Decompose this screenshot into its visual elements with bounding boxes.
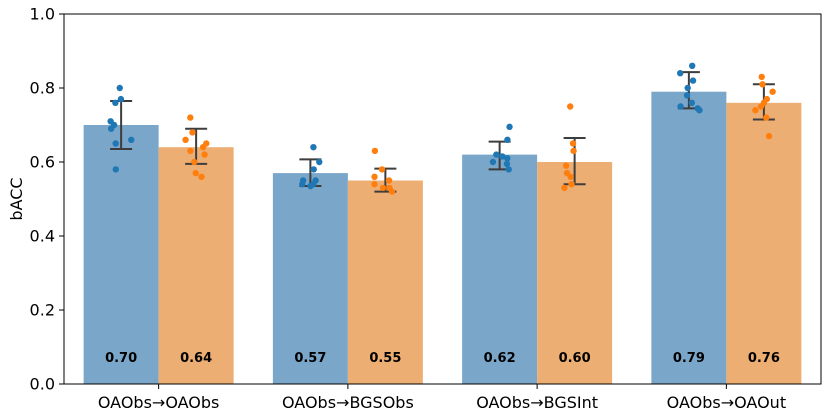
y-tick-label: 0.0 — [30, 375, 55, 394]
y-tick-label: 0.6 — [30, 153, 55, 172]
data-point — [189, 129, 196, 136]
bar-blue-0 — [83, 125, 159, 384]
data-point — [504, 136, 511, 143]
data-point — [567, 173, 574, 180]
data-point — [182, 136, 189, 143]
data-point — [505, 166, 512, 173]
data-point — [388, 188, 396, 195]
data-point — [689, 77, 697, 84]
x-tick-label: OAObs→BGSInt — [476, 393, 598, 412]
data-point — [187, 114, 194, 121]
bar-value-label: 0.79 — [673, 351, 705, 366]
data-point — [378, 166, 386, 173]
data-point — [758, 73, 765, 81]
data-point — [570, 147, 577, 155]
bar-value-label: 0.62 — [484, 351, 516, 366]
x-tick-label: OAObs→OAOut — [667, 393, 786, 412]
data-point — [112, 166, 120, 173]
data-point — [493, 151, 500, 158]
data-point — [307, 182, 314, 190]
bar-orange-0 — [158, 147, 234, 384]
x-tick-label: OAObs→BGSObs — [282, 393, 414, 412]
bar-orange-1 — [347, 180, 423, 384]
data-point — [759, 81, 766, 88]
y-tick-label: 0.8 — [30, 79, 55, 98]
plot-area: 0.70 0.64 OAObs→OAObs 0.57 0.55 OAObs→BGSObs 0… — [30, 5, 822, 412]
data-point — [379, 184, 387, 192]
data-point — [112, 140, 119, 147]
data-point — [191, 158, 198, 166]
y-tick-label: 0.4 — [30, 227, 55, 246]
bar-value-label: 0.64 — [180, 351, 212, 366]
data-point — [677, 70, 684, 77]
data-point — [371, 147, 379, 155]
y-tick-label: 0.2 — [30, 301, 55, 320]
data-point — [752, 107, 759, 114]
data-point — [198, 173, 205, 180]
data-point — [763, 114, 770, 121]
data-point — [116, 84, 123, 92]
data-point — [503, 160, 511, 168]
y-tick-label: 1.0 — [30, 5, 55, 24]
data-point — [299, 181, 306, 188]
data-point — [187, 147, 194, 155]
bar-value-label: 0.76 — [748, 351, 780, 366]
data-point — [117, 95, 125, 103]
data-point — [316, 158, 323, 166]
data-point — [371, 181, 378, 188]
data-point — [310, 166, 317, 173]
data-point — [562, 162, 570, 169]
data-point — [112, 99, 119, 107]
data-point — [677, 103, 684, 110]
data-point — [689, 62, 696, 69]
data-point — [569, 140, 577, 147]
data-point — [688, 99, 696, 107]
data-point — [765, 132, 773, 140]
bar-value-label: 0.57 — [294, 351, 326, 366]
data-point — [504, 155, 511, 162]
data-point — [684, 84, 691, 92]
data-point — [567, 103, 574, 110]
bar-value-label: 0.55 — [369, 351, 401, 366]
data-point — [683, 92, 691, 99]
data-point — [568, 181, 575, 188]
data-point — [310, 144, 317, 151]
data-point — [128, 136, 135, 143]
y-axis-title: bACC — [7, 177, 26, 220]
data-point — [385, 177, 393, 184]
data-point — [561, 184, 568, 192]
bar-blue-1 — [272, 173, 348, 384]
data-point — [499, 153, 506, 160]
data-point — [489, 158, 497, 166]
data-point — [371, 173, 378, 180]
bar-blue-3 — [651, 91, 727, 384]
bar-value-label: 0.60 — [559, 351, 591, 366]
bar-blue-2 — [462, 154, 538, 384]
bar-value-label: 0.70 — [105, 351, 137, 366]
data-point — [696, 107, 703, 114]
data-point — [201, 151, 208, 158]
data-point — [192, 169, 199, 177]
bar-orange-2 — [537, 162, 613, 384]
data-point — [107, 125, 115, 132]
plot-frame — [63, 13, 822, 385]
data-point — [769, 88, 776, 95]
data-point — [757, 103, 765, 110]
bar-orange-3 — [726, 102, 802, 385]
x-tick-label: OAObs→OAObs — [98, 393, 220, 412]
data-point — [506, 123, 513, 131]
data-point — [199, 144, 207, 151]
